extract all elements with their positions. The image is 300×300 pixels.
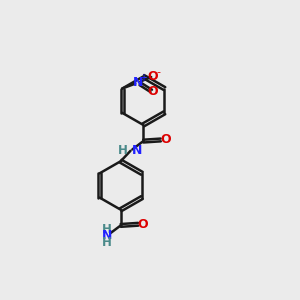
Text: H: H [102,236,112,249]
Text: O: O [160,134,171,146]
Text: H: H [118,144,128,157]
Text: -: - [157,67,161,77]
Text: O: O [137,218,148,231]
Text: +: + [139,73,147,83]
Text: O: O [147,85,158,98]
Text: O: O [148,70,158,83]
Text: N: N [102,229,112,242]
Text: H: H [102,223,112,236]
Text: N: N [133,76,143,89]
Text: N: N [132,144,142,157]
